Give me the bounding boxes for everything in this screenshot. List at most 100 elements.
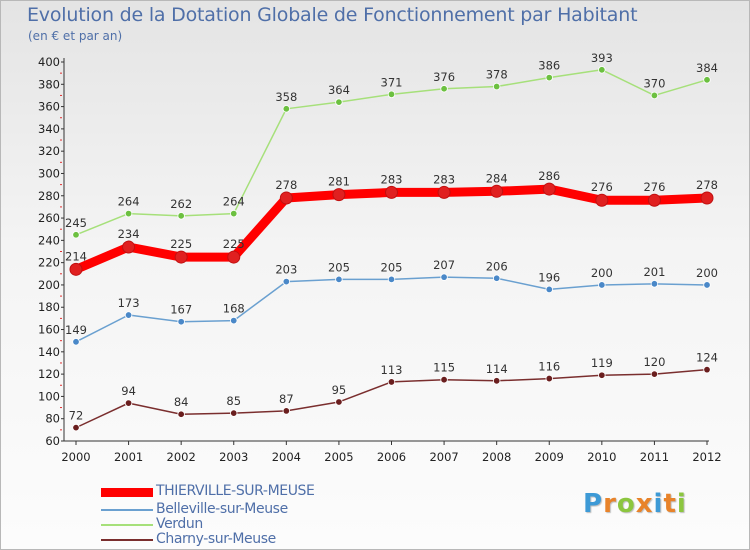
data-label: 225 bbox=[170, 237, 192, 251]
y-tick-label: 140 bbox=[38, 345, 60, 359]
y-tick-label: 120 bbox=[38, 367, 60, 381]
data-point bbox=[647, 193, 661, 207]
legend-swatch-belleville bbox=[101, 509, 153, 511]
data-label: 378 bbox=[486, 68, 508, 82]
data-point bbox=[703, 76, 711, 84]
data-label: 84 bbox=[174, 395, 189, 409]
data-point bbox=[177, 318, 185, 326]
x-tick-label: 2011 bbox=[640, 450, 669, 464]
data-label: 196 bbox=[538, 270, 560, 284]
data-label: 94 bbox=[121, 384, 136, 398]
data-point bbox=[282, 407, 291, 415]
data-point bbox=[700, 191, 714, 205]
data-label: 384 bbox=[696, 61, 718, 75]
x-tick-label: 2000 bbox=[61, 450, 90, 464]
logo-letter: x bbox=[635, 489, 654, 519]
data-label: 278 bbox=[275, 178, 297, 192]
data-point bbox=[545, 73, 553, 82]
y-tick-label: 360 bbox=[38, 100, 60, 114]
data-label: 119 bbox=[591, 356, 613, 370]
y-tick-label: 280 bbox=[38, 189, 60, 203]
data-label: 149 bbox=[65, 323, 87, 337]
y-tick-label: 200 bbox=[38, 278, 60, 292]
data-label: 276 bbox=[591, 180, 613, 194]
data-label: 371 bbox=[381, 75, 403, 89]
y-tick-label: 260 bbox=[38, 211, 60, 225]
data-label: 262 bbox=[170, 197, 192, 211]
data-label: 393 bbox=[591, 51, 613, 65]
x-tick-label: 2002 bbox=[167, 450, 196, 464]
data-point bbox=[72, 423, 80, 432]
data-label: 124 bbox=[696, 351, 718, 365]
x-tick-label: 2003 bbox=[219, 450, 248, 464]
data-point bbox=[385, 185, 398, 199]
data-point bbox=[335, 398, 343, 406]
data-label: 168 bbox=[223, 302, 245, 316]
chart-subtitle: (en € et par an) bbox=[28, 29, 123, 43]
data-label: 284 bbox=[486, 171, 508, 185]
data-label: 115 bbox=[433, 361, 455, 375]
x-tick-label: 2009 bbox=[535, 450, 564, 464]
proxiti-logo: Proxiti bbox=[583, 489, 687, 519]
data-label: 205 bbox=[381, 260, 403, 274]
data-label: 85 bbox=[226, 394, 241, 408]
data-point bbox=[492, 377, 501, 385]
data-point bbox=[332, 188, 346, 202]
data-point bbox=[703, 281, 711, 289]
data-label: 286 bbox=[538, 169, 560, 183]
data-label: 207 bbox=[433, 258, 455, 272]
data-point bbox=[174, 250, 188, 264]
y-tick-label: 180 bbox=[38, 300, 60, 314]
data-label: 72 bbox=[69, 409, 84, 423]
logo-letter: r bbox=[603, 489, 617, 519]
legend-swatch-thierville bbox=[101, 488, 153, 497]
data-point bbox=[72, 231, 80, 239]
data-label: 283 bbox=[433, 172, 455, 186]
data-label: 114 bbox=[486, 362, 508, 376]
y-tick-label: 320 bbox=[38, 144, 60, 158]
data-label: 113 bbox=[381, 363, 403, 377]
data-point bbox=[124, 209, 133, 218]
y-tick-label: 380 bbox=[38, 77, 60, 91]
data-point bbox=[545, 374, 553, 383]
data-point bbox=[387, 275, 396, 284]
x-tick-label: 2006 bbox=[377, 450, 406, 464]
data-point bbox=[650, 91, 659, 100]
data-label: 386 bbox=[538, 59, 560, 73]
data-point bbox=[492, 82, 501, 91]
data-point bbox=[387, 90, 396, 99]
data-label: 225 bbox=[223, 237, 245, 251]
data-label: 200 bbox=[696, 266, 718, 280]
legend-label-verdun: Verdun bbox=[156, 516, 203, 532]
data-point bbox=[542, 182, 556, 196]
data-label: 283 bbox=[381, 172, 403, 186]
logo-letter: i bbox=[676, 489, 687, 519]
data-label: 120 bbox=[643, 355, 665, 369]
data-label: 276 bbox=[643, 180, 665, 194]
plot-area: 245 264 262 264 358 364 371 376 378 386 393 370 384 1… bbox=[65, 51, 718, 432]
logo-letter: t bbox=[663, 489, 677, 519]
data-point bbox=[227, 250, 241, 264]
logo-letter: o bbox=[616, 489, 636, 519]
y-tick-label: 220 bbox=[38, 256, 60, 270]
legend-label-thierville: THIERVILLE-SUR-MEUSE bbox=[156, 483, 315, 499]
data-point bbox=[122, 240, 136, 254]
data-point bbox=[598, 371, 606, 379]
data-label: 205 bbox=[328, 260, 350, 274]
data-label: 87 bbox=[279, 392, 294, 406]
y-tick-label: 400 bbox=[38, 55, 60, 69]
data-point bbox=[387, 378, 396, 386]
x-tick-label: 2004 bbox=[272, 450, 301, 464]
data-point bbox=[595, 193, 609, 207]
data-label: 95 bbox=[332, 383, 347, 397]
data-point bbox=[335, 275, 343, 284]
logo-letter: P bbox=[583, 489, 604, 519]
data-point bbox=[437, 185, 451, 199]
data-label: 116 bbox=[538, 360, 560, 374]
legend-swatch-charny bbox=[101, 539, 153, 541]
y-tick-label: 300 bbox=[38, 166, 60, 180]
data-point bbox=[440, 273, 448, 281]
data-label: 358 bbox=[275, 90, 297, 104]
legend-label-charny: Charny-sur-Meuse bbox=[156, 531, 276, 547]
data-label: 200 bbox=[591, 266, 613, 280]
